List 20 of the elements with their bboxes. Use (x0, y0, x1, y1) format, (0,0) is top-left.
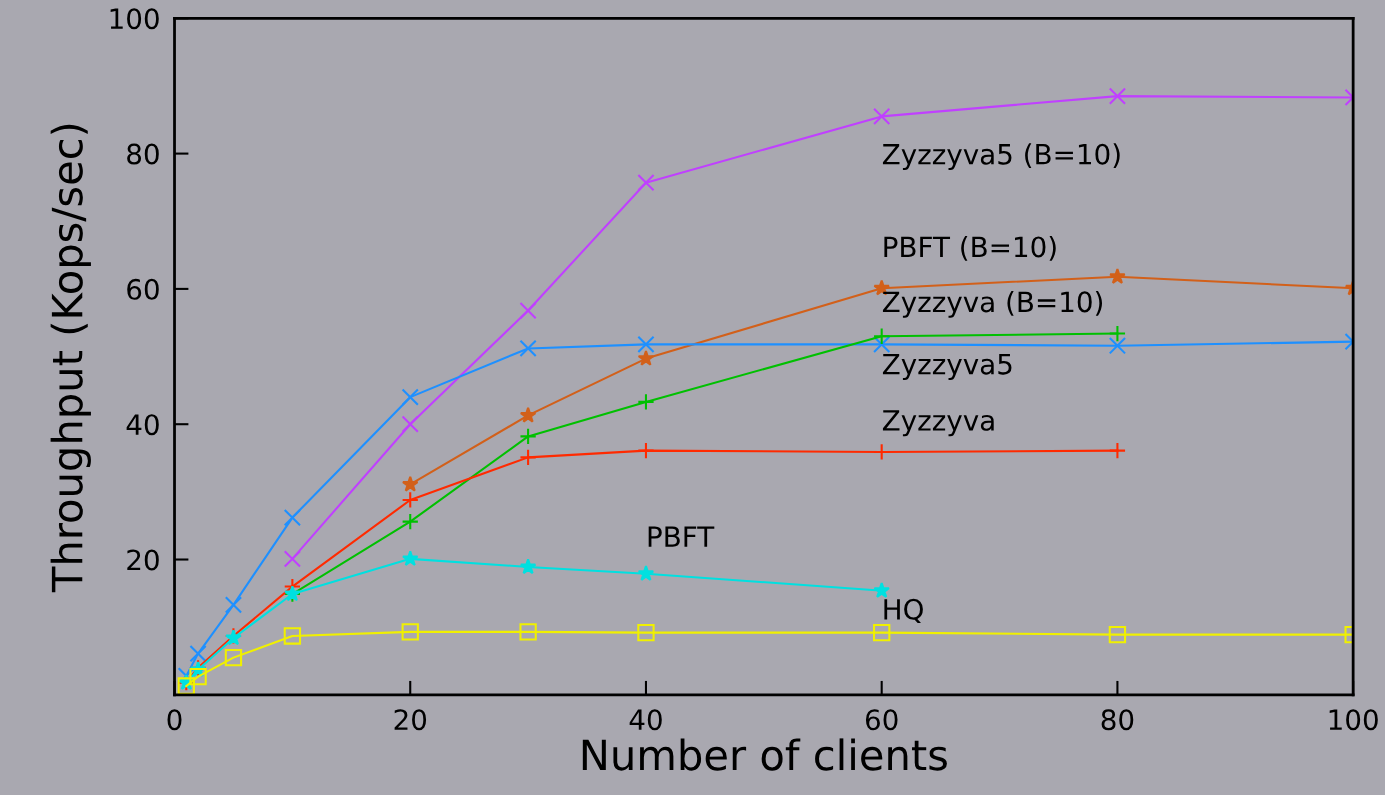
series-label: HQ (884, 598, 923, 623)
y-tick-label: 80 (127, 143, 159, 165)
x-tick-label: 80 (1101, 709, 1134, 731)
x-tick-label: 60 (865, 709, 898, 731)
series-label: PBFT (648, 526, 715, 547)
y-axis-title: Throughput (Kops/sec) (50, 124, 91, 593)
series-label: Zyzzyva (B=10) (882, 290, 1103, 318)
y-tick-label: 20 (127, 549, 159, 571)
x-tick-label: 0 (167, 709, 182, 731)
x-tick-label: 40 (629, 709, 662, 731)
x-tick-label: 100 (1329, 709, 1378, 731)
y-tick-label: 40 (126, 414, 159, 436)
x-axis-title: Number of clients (582, 738, 947, 771)
series-label: Zyzzyva (882, 410, 994, 437)
y-tick-label: 100 (110, 8, 159, 30)
x-tick-label: 20 (394, 709, 427, 731)
series-label: PBFT (B=10) (884, 235, 1056, 261)
y-tick-label: 60 (127, 278, 159, 300)
series-label: Zyzzyva5 (882, 354, 1012, 381)
series-label: Zyzzyva5 (B=10) (882, 143, 1120, 171)
